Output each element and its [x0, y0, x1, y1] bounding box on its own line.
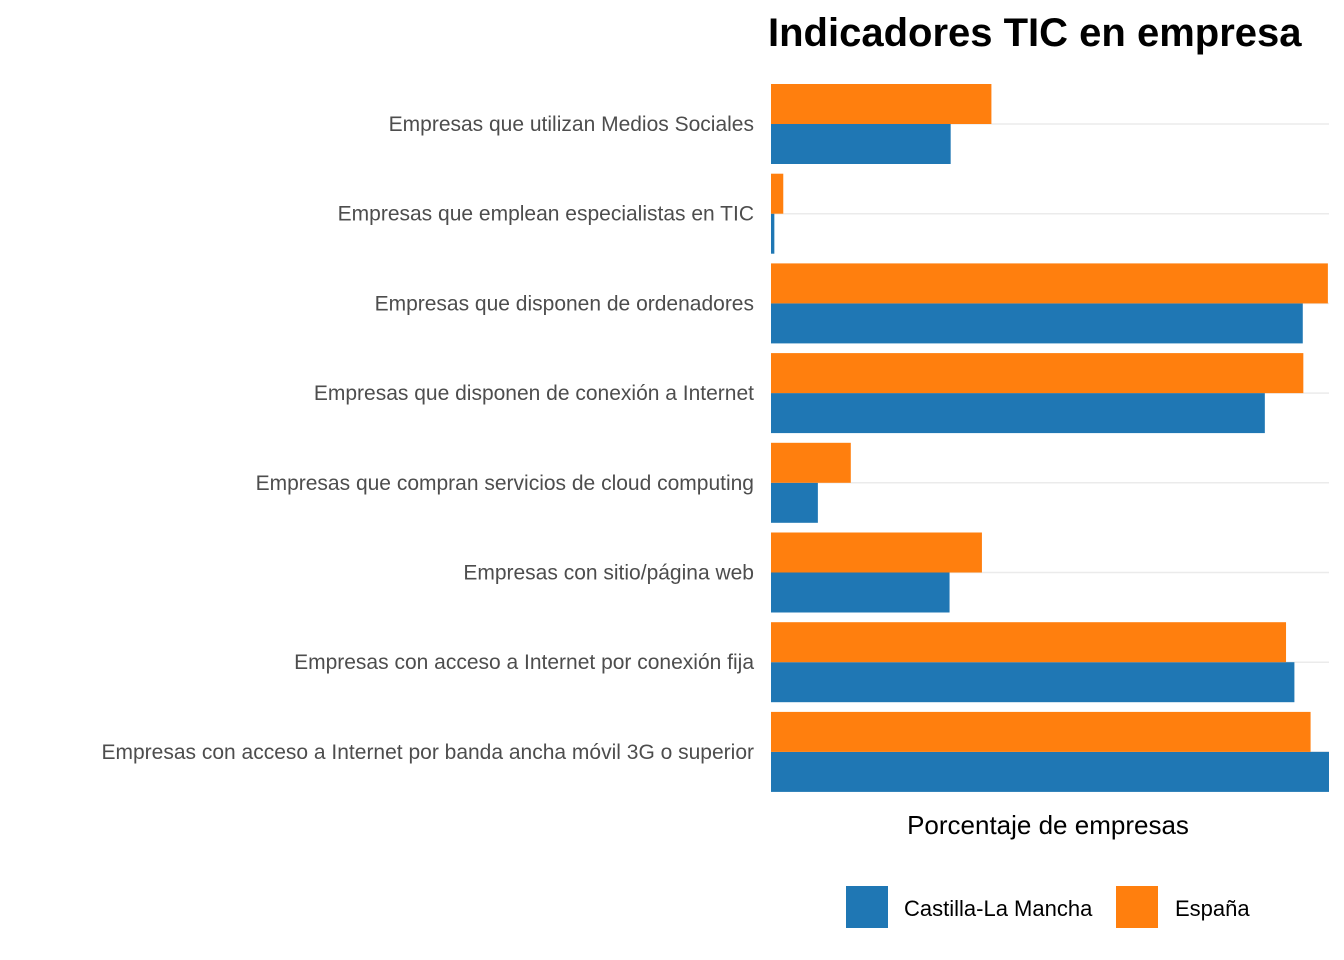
bar-espana-7: [771, 711, 1311, 752]
bar-espana-1: [771, 173, 784, 214]
chart-title: Indicadores TIC en empresa: [768, 11, 1302, 55]
bar-espana-5: [771, 532, 982, 573]
bar-espana-2: [771, 263, 1328, 304]
bar-espana-4: [771, 442, 851, 483]
bar-espana-6: [771, 622, 1287, 663]
x-axis-title: Porcentaje de empresas: [907, 810, 1189, 840]
category-label: Empresas con acceso a Internet por banda…: [101, 741, 754, 764]
category-label: Empresas que disponen de conexión a Inte…: [314, 382, 754, 405]
legend: Castilla-La Mancha España: [846, 886, 1250, 928]
legend-label-espana: España: [1175, 896, 1250, 921]
bar-castilla-la-mancha-2: [771, 303, 1303, 344]
category-label: Empresas que emplean especialistas en TI…: [338, 203, 754, 226]
bar-castilla-la-mancha-6: [771, 662, 1295, 703]
category-label: Empresas que disponen de ordenadores: [375, 292, 754, 315]
category-label: Empresas que compran servicios de cloud …: [256, 472, 754, 495]
legend-label-castilla-la-mancha: Castilla-La Mancha: [904, 896, 1093, 921]
bar-castilla-la-mancha-3: [771, 393, 1265, 434]
bar-espana-3: [771, 353, 1304, 394]
bar-espana-0: [771, 84, 992, 124]
category-labels: Empresas que utilizan Medios Sociales Emp…: [101, 113, 754, 764]
bar-castilla-la-mancha-1: [771, 213, 775, 254]
bar-castilla-la-mancha-5: [771, 572, 950, 613]
legend-swatch-espana: [1116, 886, 1158, 928]
legend-swatch-castilla-la-mancha: [846, 886, 888, 928]
category-label: Empresas con acceso a Internet por conex…: [294, 651, 754, 674]
bars: [771, 84, 1329, 792]
bar-castilla-la-mancha-4: [771, 482, 818, 523]
bar-castilla-la-mancha-0: [771, 124, 951, 164]
category-label: Empresas con sitio/página web: [463, 562, 754, 585]
bar-castilla-la-mancha-7: [771, 751, 1329, 792]
category-label: Empresas que utilizan Medios Sociales: [389, 113, 754, 136]
